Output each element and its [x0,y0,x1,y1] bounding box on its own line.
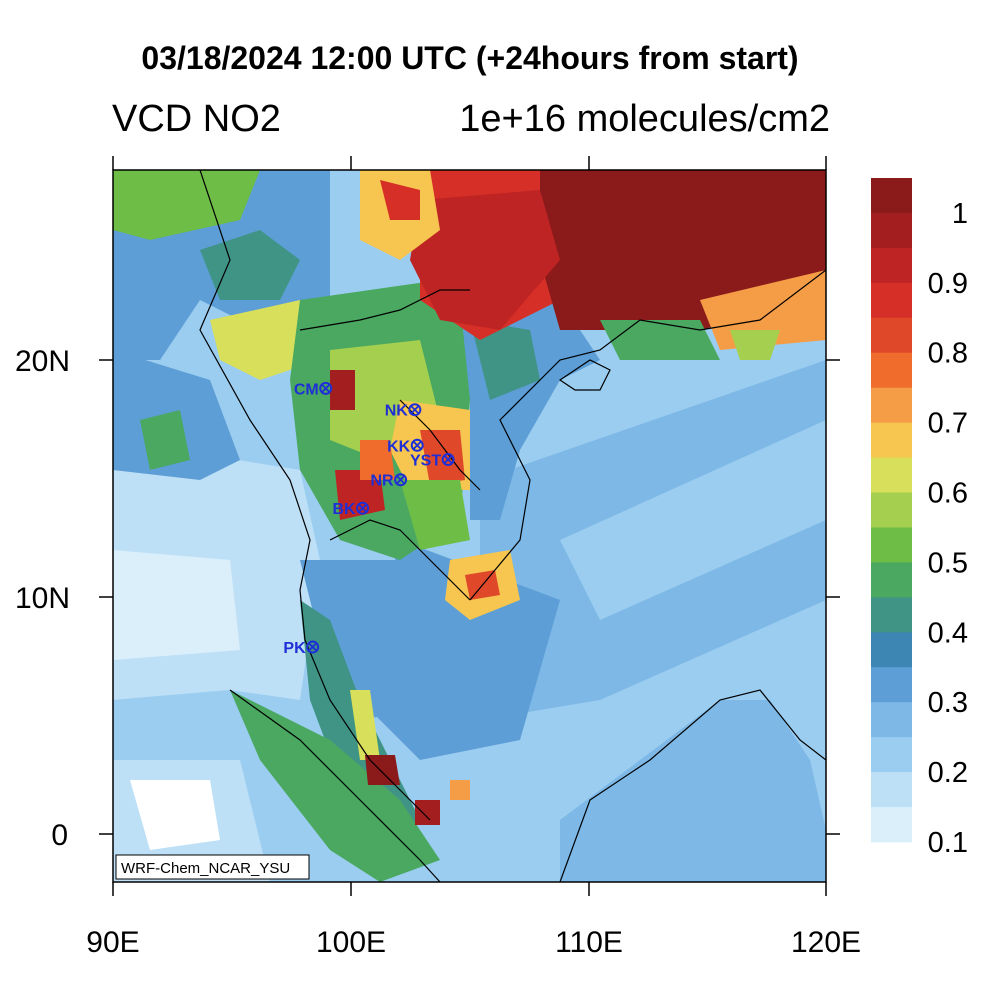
station-marker-nk [408,403,422,417]
colorbar-swatch [871,247,912,284]
station-marker-bk [356,501,370,515]
colorbar-swatch [871,457,912,494]
station-cross [410,405,420,415]
colorbar-swatch [871,178,912,214]
colorbar: 1 0.9 0.8 0.7 0.6 0.5 0.4 0.3 0.2 0.1 [871,178,968,859]
colorbar-label: 1 [952,198,968,230]
station-label-kk: KK [387,438,411,455]
station-marker-pk [306,640,320,654]
station-label-cm: CM [294,381,319,398]
y-tick-20n: 20N [15,345,70,378]
colorbar-swatch [871,527,912,563]
colorbar-swatch [871,772,912,808]
station-cross [395,475,406,485]
station-label-nk: NK [385,403,409,420]
station-cross [357,503,368,513]
colorbar-label: 0.2 [928,757,968,789]
colorbar-swatch [871,387,912,424]
station-cross [321,383,331,393]
coastlines [199,170,826,882]
colorbar-swatch [871,492,912,528]
y-tick-0: 0 [51,819,68,852]
station-cross [412,440,422,450]
colorbar-swatch [871,212,912,249]
colorbar-swatch [871,632,912,668]
station-label-bk: BK [332,501,356,518]
station-marker-kk [410,438,424,452]
station-cross [308,642,318,652]
station-label-nr: NR [370,473,394,490]
colorbar-swatch [871,807,912,843]
colorbar-label: 0.5 [928,547,968,579]
station-label-pk: PK [283,640,306,657]
colorbar-swatch [871,667,912,703]
colorbar-swatch [871,597,912,633]
colorbar-swatch [871,422,912,459]
station-marker-cm [319,381,333,395]
x-tick-120e: 120E [791,926,861,959]
colorbar-label: 0.7 [928,408,968,440]
x-tick-100e: 100E [316,926,386,959]
y-tick-10n: 10N [15,582,70,615]
colorbar-swatch [871,282,912,319]
colorbar-label: 0.3 [928,687,968,719]
station-marker-nr [394,473,408,487]
colorbar-label: 0.8 [928,338,968,370]
colorbar-swatch [871,562,912,598]
credit-label: WRF-Chem_NCAR_YSU [121,860,290,877]
colorbar-label: 0.6 [928,478,968,510]
x-tick-110e: 110E [555,926,623,959]
tick-marks [99,156,840,896]
map-field [113,170,826,882]
colorbar-label: 0.9 [928,268,968,300]
colorbar-swatch [871,737,912,773]
colorbar-label: 0.1 [928,827,968,859]
station-marker-yst [441,453,455,467]
colorbar-label: 0.4 [928,617,968,649]
map-frame [112,169,827,883]
station-label-yst: YST [410,453,441,470]
map-title: 03/18/2024 12:00 UTC (+24hours from star… [141,40,799,76]
station-cross [443,454,453,465]
units-label: 1e+16 molecules/cm2 [459,98,830,140]
x-tick-90e: 90E [86,926,139,959]
colorbar-swatch [871,702,912,738]
colorbar-swatch [871,352,912,389]
credit-box [115,854,310,880]
colorbar-swatch [871,317,912,354]
variable-label: VCD NO2 [112,98,281,140]
